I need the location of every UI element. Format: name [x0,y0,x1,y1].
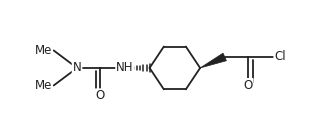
Text: Cl: Cl [274,50,286,63]
Text: Me: Me [34,44,52,57]
Text: Me: Me [34,79,52,92]
Text: O: O [96,89,105,102]
Text: NH: NH [116,62,134,74]
Text: N: N [73,62,82,74]
Text: O: O [244,79,253,92]
Polygon shape [200,53,227,68]
